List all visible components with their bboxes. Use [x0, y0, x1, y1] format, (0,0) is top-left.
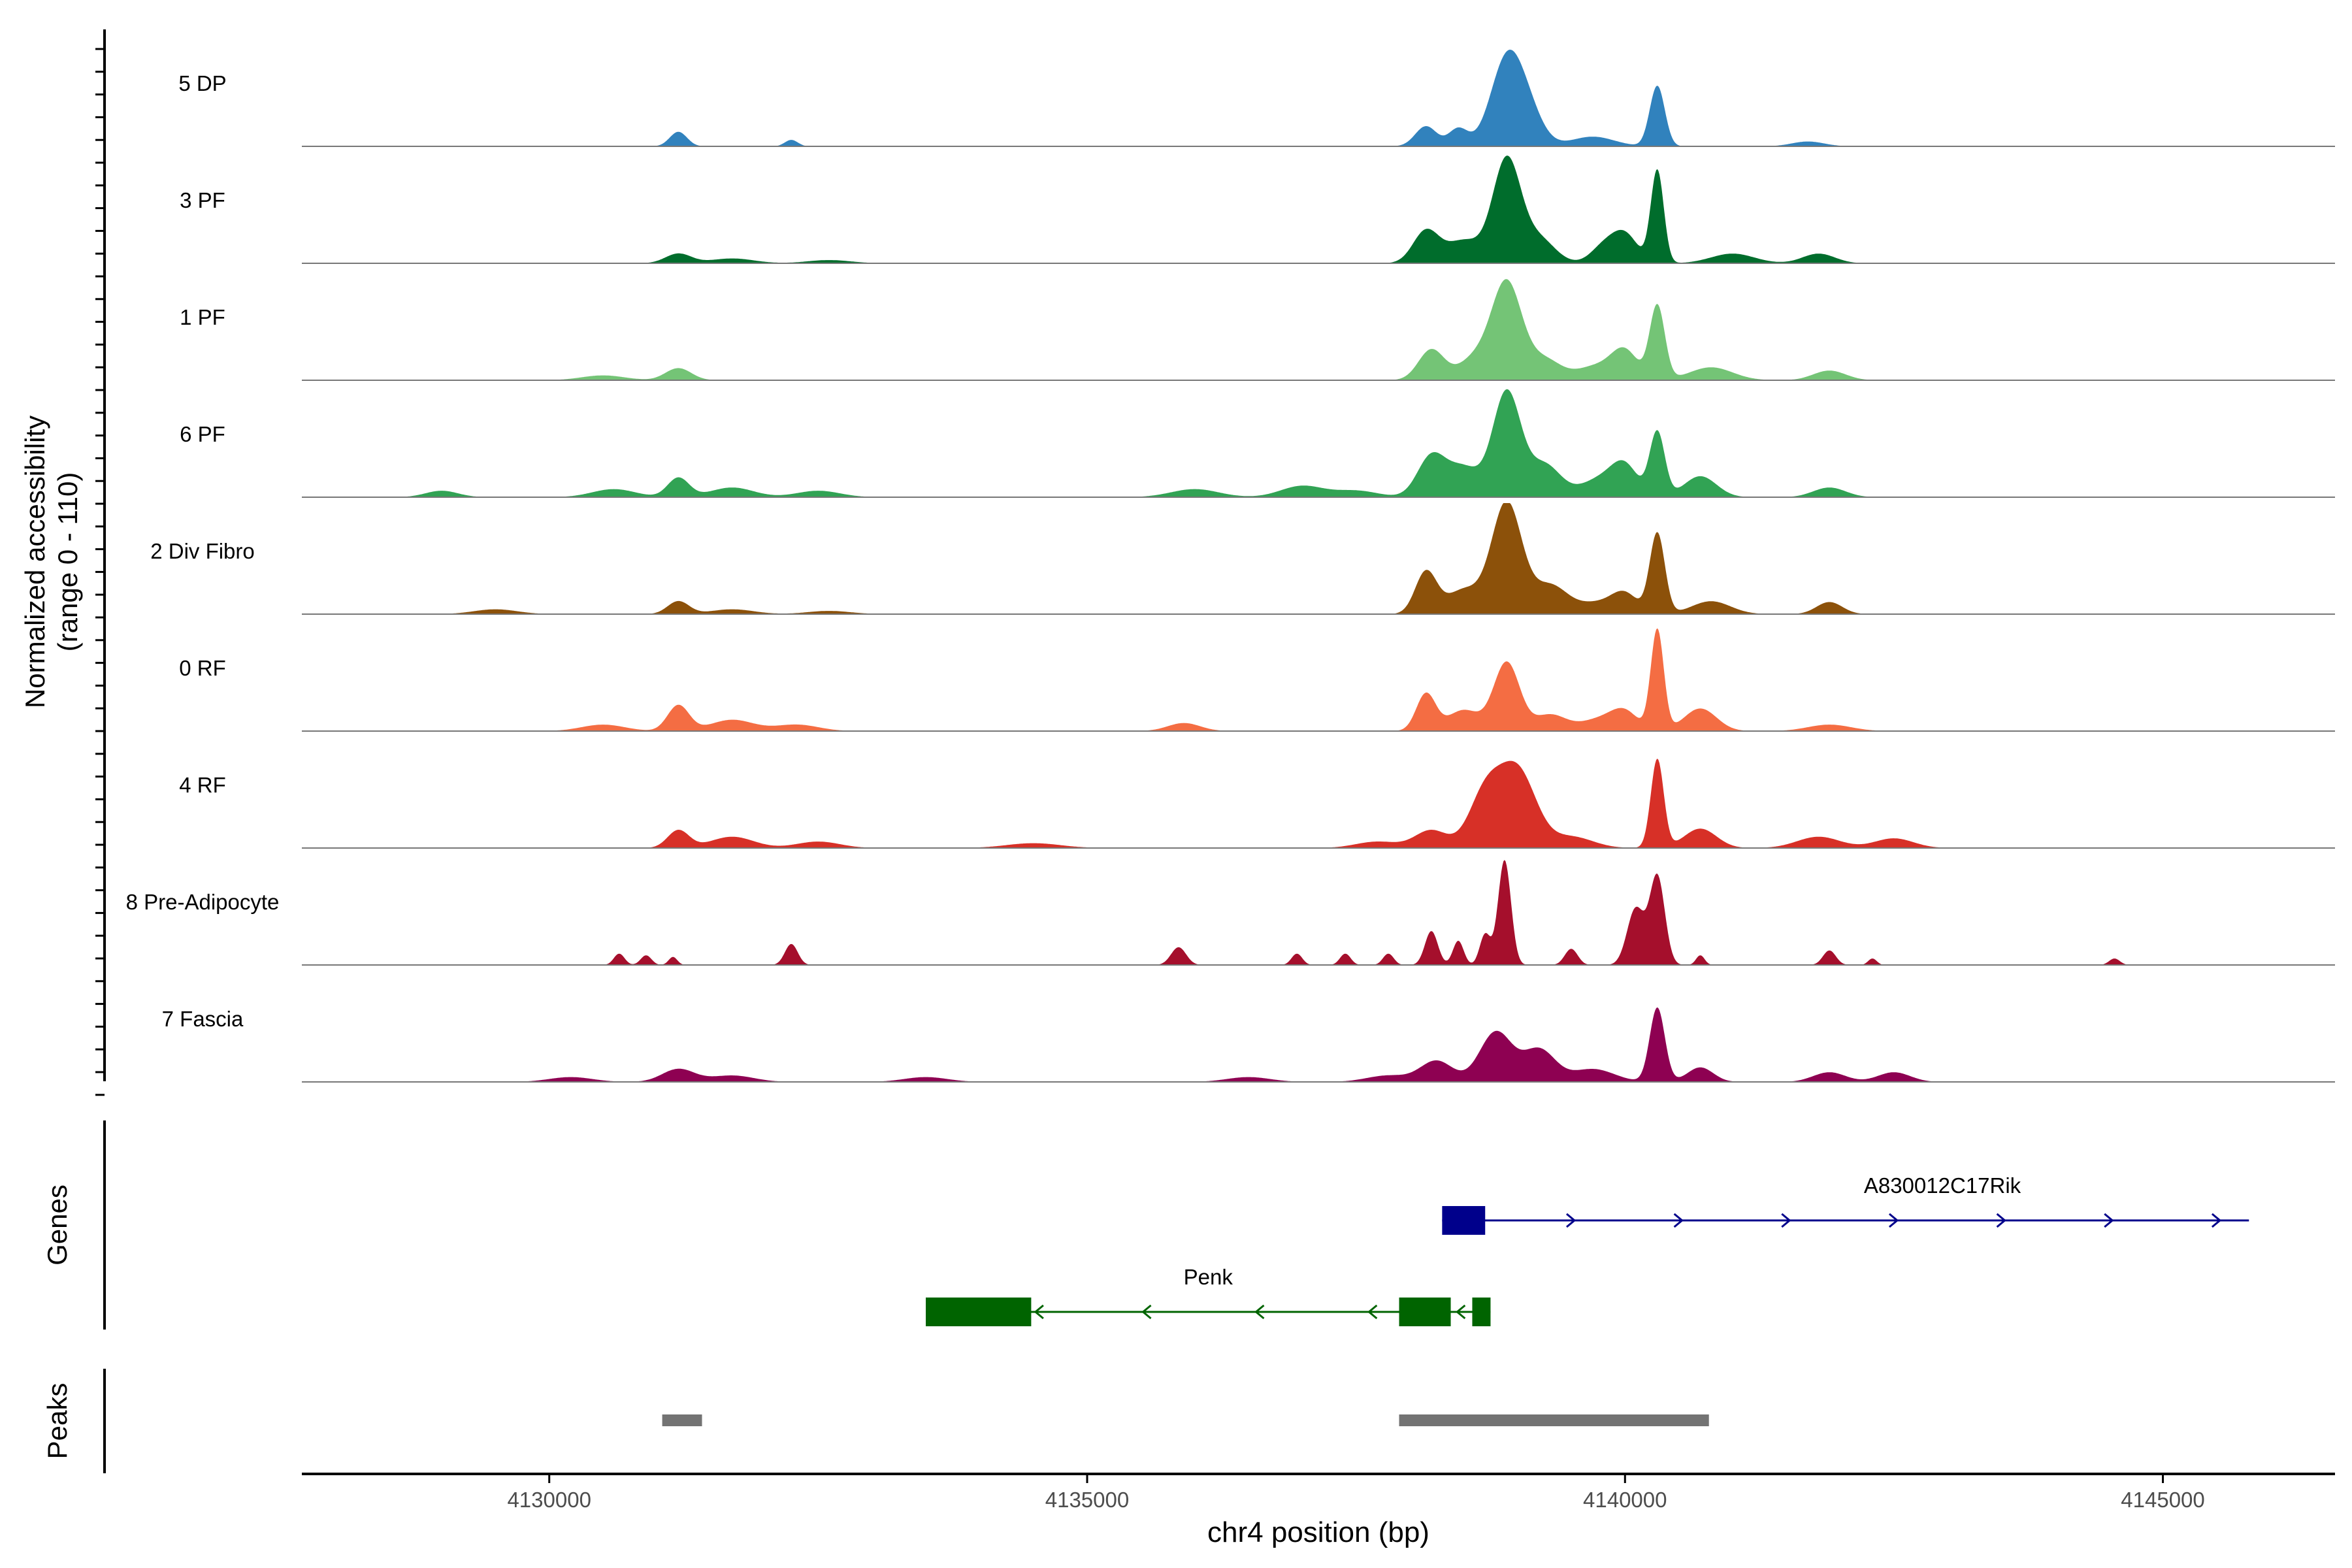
genes-track-label: Genes: [42, 1184, 73, 1266]
coverage-area-6-pf: [302, 389, 2335, 497]
x-axis-ticks: 4130000 4135000 4140000 4145000: [507, 1474, 2205, 1512]
peak-region: [662, 1414, 702, 1426]
track-label-6-pf: 6 PF: [180, 422, 225, 446]
track-label-8-pre-adipocyte: 8 Pre-Adipocyte: [126, 890, 280, 914]
track-label-0-rf: 0 RF: [179, 656, 226, 680]
gene-name-a830012c17rik: A830012C17Rik: [1864, 1173, 2021, 1198]
coverage-tracks: 5 DP 3 PF 1 PF 6 PF 2 Div Fibro 0 RF 4 RF 8 Pre…: [126, 50, 2335, 1083]
strand-arrow-icon: [2211, 1213, 2222, 1228]
track-label-2-div-fibro: 2 Div Fibro: [150, 539, 255, 563]
strand-arrow-icon: [1367, 1304, 1378, 1320]
strand-arrow-icon: [1034, 1304, 1044, 1320]
strand-arrow-icon: [1565, 1213, 1576, 1228]
coverage-area-7-fascia: [302, 1007, 2335, 1082]
strand-arrow-icon: [1888, 1213, 1899, 1228]
x-tick-label: 4130000: [507, 1488, 591, 1512]
track-label-1-pf: 1 PF: [180, 305, 225, 329]
track-label-3-pf: 3 PF: [180, 188, 225, 212]
coverage-area-8-pre-adipocyte: [302, 860, 2335, 965]
strand-arrow-icon: [1254, 1304, 1265, 1320]
coverage-area-5-dp: [302, 50, 2335, 146]
coverage-area-2-div-fibro: [302, 503, 2335, 614]
track-label-5-dp: 5 DP: [178, 71, 226, 95]
exon-penk: [1399, 1298, 1451, 1326]
coverage-area-4-rf: [302, 759, 2335, 848]
track-label-4-rf: 4 RF: [179, 773, 226, 797]
exon-a830012c17rik: [1442, 1206, 1486, 1235]
peak-region: [1399, 1414, 1709, 1426]
y-axis-title-line1: Normalized accessibility: [20, 416, 50, 708]
strand-arrow-icon: [1996, 1213, 2006, 1228]
x-tick-label: 4145000: [2121, 1488, 2204, 1512]
strand-arrow-icon: [1141, 1304, 1152, 1320]
coverage-area-3-pf: [302, 155, 2335, 263]
strand-arrow-icon: [1456, 1304, 1466, 1320]
gene-annotations: A830012C17Rik Penk: [926, 1173, 2249, 1326]
x-tick-label: 4140000: [1583, 1488, 1667, 1512]
y-axis-title-line2: (range 0 - 110): [52, 472, 83, 652]
x-tick-label: 4135000: [1045, 1488, 1129, 1512]
exon-penk: [1472, 1298, 1491, 1326]
x-axis-title: chr4 position (bp): [1207, 1516, 1429, 1548]
peak-regions: [662, 1414, 1709, 1426]
gene-name-penk: Penk: [1184, 1265, 1233, 1289]
peaks-track-label: Peaks: [42, 1383, 73, 1460]
strand-arrow-icon: [1781, 1213, 1791, 1228]
strand-arrow-icon: [1673, 1213, 1684, 1228]
strand-arrow-icon: [2104, 1213, 2114, 1228]
exon-penk: [926, 1298, 1032, 1326]
track-label-7-fascia: 7 Fascia: [162, 1007, 244, 1031]
coverage-area-1-pf: [302, 279, 2335, 380]
coverage-y-ticks: [95, 48, 105, 1096]
coverage-area-0-rf: [302, 628, 2335, 731]
